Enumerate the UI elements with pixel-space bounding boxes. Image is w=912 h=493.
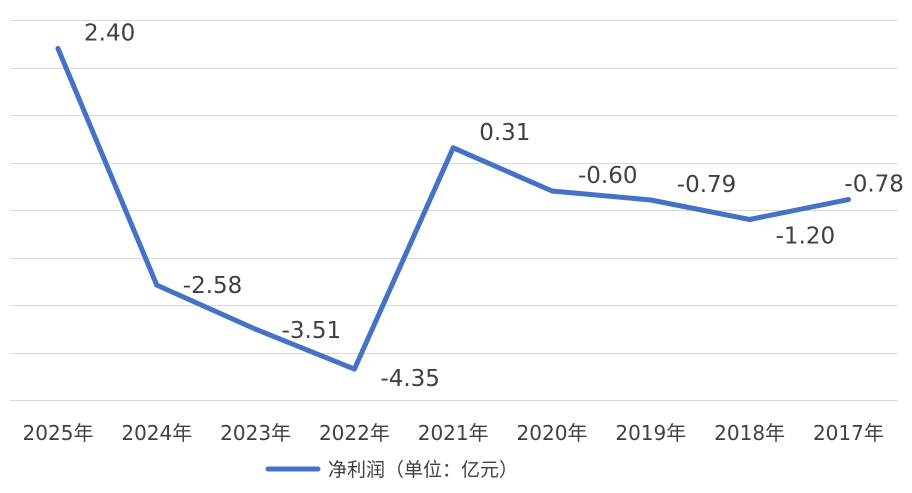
data-label: 2.40 xyxy=(84,21,135,47)
x-tick-label: 2023年 xyxy=(220,421,291,445)
data-point xyxy=(154,282,160,288)
x-tick-label: 2024年 xyxy=(121,421,192,445)
data-label: -4.35 xyxy=(380,366,440,392)
x-axis-ticks: 2025年 2024年 2023年 2022年 2021年 2020年 2019年 2018年… xyxy=(23,421,884,445)
x-tick-label: 2020年 xyxy=(517,421,588,445)
data-label: -0.79 xyxy=(677,172,737,198)
legend-label: 净利润（单位：亿元） xyxy=(328,459,518,481)
data-point xyxy=(549,188,555,194)
data-label: -1.20 xyxy=(776,224,836,250)
x-tick-label: 2018年 xyxy=(714,421,785,445)
x-tick-label: 2021年 xyxy=(418,421,489,445)
data-label: 0.31 xyxy=(479,120,530,146)
data-label: -0.78 xyxy=(844,172,904,198)
data-point xyxy=(253,326,259,332)
data-label: -3.51 xyxy=(282,318,342,344)
data-point xyxy=(351,366,357,372)
data-point xyxy=(845,197,851,203)
data-point xyxy=(747,217,753,222)
legend: 净利润（单位：亿元） xyxy=(265,459,518,481)
series-layer xyxy=(55,46,851,372)
data-point xyxy=(55,46,61,51)
gridlines xyxy=(10,20,898,401)
series-line xyxy=(55,46,851,372)
data-point xyxy=(648,197,654,203)
data-label: -0.60 xyxy=(578,163,638,189)
data-labels: 2.40 -2.58 -3.51 -4.35 0.31 -0.60 -0.79 -1.20 -0… xyxy=(84,21,904,393)
x-tick-label: 2025年 xyxy=(23,421,94,445)
x-tick-label: 2022年 xyxy=(319,421,390,445)
x-tick-label: 2017年 xyxy=(813,421,884,445)
x-tick-label: 2019年 xyxy=(615,421,686,445)
data-point xyxy=(450,145,456,151)
data-label: -2.58 xyxy=(183,273,243,299)
